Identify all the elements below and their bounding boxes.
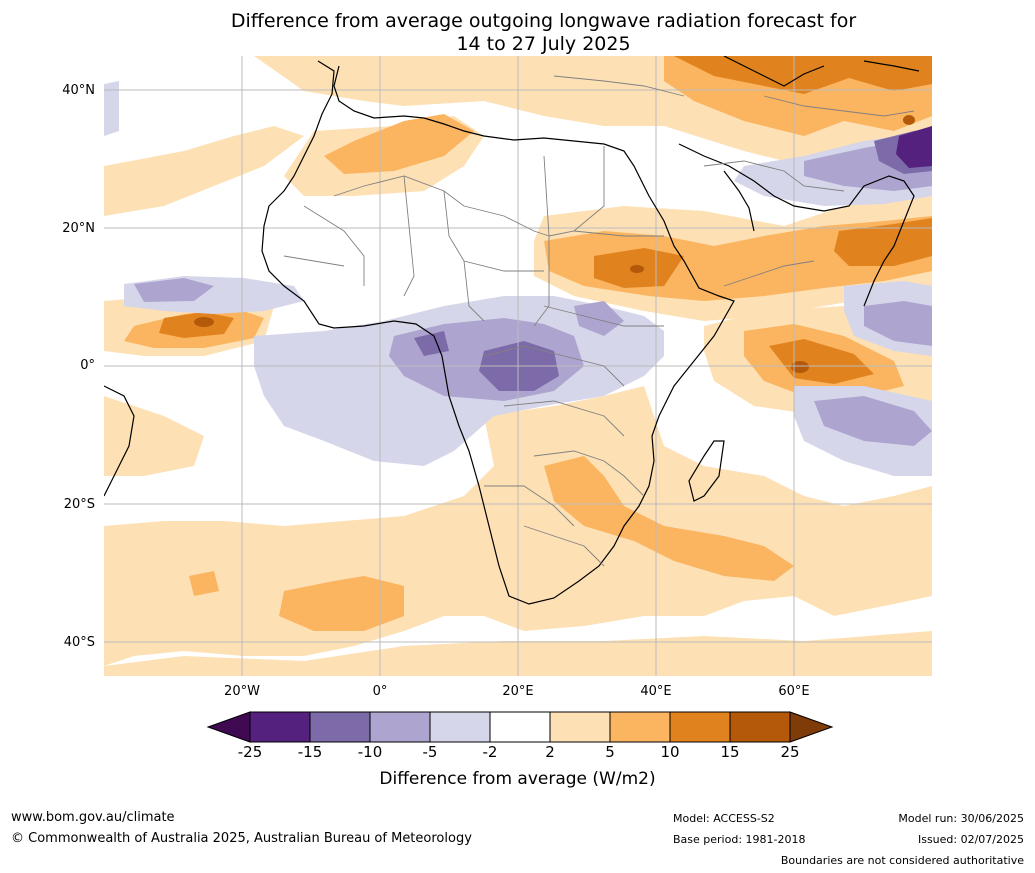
- lat-label-20s: 20°S: [63, 497, 95, 512]
- colorbar-cells: [206, 711, 834, 743]
- colorbar-tick-label: 10: [660, 743, 680, 761]
- map-svg: [104, 56, 932, 676]
- lat-label-40n: 40°N: [62, 83, 95, 98]
- footer-model-run: Model run: 30/06/2025: [898, 812, 1024, 825]
- colorbar-tick-label: -5: [422, 743, 438, 761]
- colorbar-tick-label: 2: [545, 743, 555, 761]
- colorbar-tick-label: -25: [237, 743, 263, 761]
- lat-label-0: 0°: [80, 358, 95, 373]
- colorbar-tick-label: 15: [720, 743, 740, 761]
- colorbar-cell: [549, 711, 611, 743]
- colorbar-cell: [249, 711, 311, 743]
- colorbar-tick-label: 5: [605, 743, 615, 761]
- colorbar-arrow-low: [206, 711, 251, 743]
- colorbar-arrow-high: [789, 711, 834, 743]
- colorbar-tick-label: -10: [357, 743, 383, 761]
- colorbar-cell: [369, 711, 431, 743]
- footer-issued: Issued: 02/07/2025: [917, 833, 1024, 846]
- title-line-2: 14 to 27 July 2025: [456, 33, 631, 55]
- map-title: Difference from average outgoing longwav…: [0, 10, 1035, 56]
- graticule: [104, 56, 932, 676]
- footer-model: Model: ACCESS-S2: [673, 812, 775, 825]
- colorbar-cell: [729, 711, 791, 743]
- anomaly-minus25-to-minus15: [896, 126, 932, 168]
- lon-label-40e: 40°E: [640, 684, 672, 699]
- country-borders: [283, 75, 915, 567]
- lat-label-40s: 40°S: [63, 635, 95, 650]
- footer-url: www.bom.gov.au/climate: [11, 810, 175, 825]
- colorbar-cell: [489, 711, 551, 743]
- colorbar-cell: [309, 711, 371, 743]
- lon-label-20e: 20°E: [502, 684, 534, 699]
- lon-label-60e: 60°E: [778, 684, 810, 699]
- colorbar-tick-label: -15: [297, 743, 323, 761]
- colorbar-tick-label: -2: [482, 743, 498, 761]
- colorbar-tick-label: 25: [780, 743, 800, 761]
- colorbar-cell: [429, 711, 491, 743]
- colorbar-label: Difference from average (W/m2): [379, 769, 656, 789]
- lon-label-0: 0°: [372, 684, 388, 699]
- colorbar-cell: [609, 711, 671, 743]
- footer-disclaimer: Boundaries are not considered authoritat…: [780, 854, 1024, 867]
- olr-anomaly-map: [104, 56, 932, 676]
- lon-label-20w: 20°W: [224, 684, 260, 699]
- footer-base-period: Base period: 1981-2018: [673, 833, 806, 846]
- colorbar: [206, 711, 834, 743]
- lat-label-20n: 20°N: [62, 221, 95, 236]
- footer-copyright: © Commonwealth of Australia 2025, Austra…: [11, 831, 472, 846]
- colorbar-cell: [669, 711, 731, 743]
- anomaly-15-to-25: [194, 115, 915, 373]
- coastline: [104, 56, 920, 605]
- title-line-1: Difference from average outgoing longwav…: [230, 10, 857, 32]
